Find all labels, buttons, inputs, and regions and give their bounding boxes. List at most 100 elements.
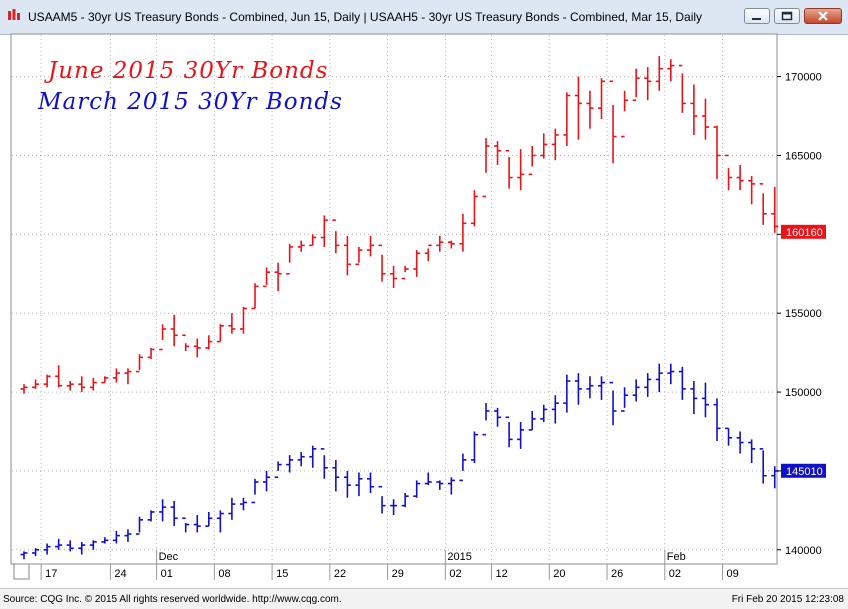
ohlc-bar-march: [355, 472, 363, 497]
ohlc-bar-june: [112, 368, 120, 383]
ohlc-bar-march: [297, 452, 305, 467]
ohlc-bar-june: [470, 190, 478, 227]
last-value-badge-june: 160160: [781, 224, 826, 239]
ohlc-bar-june: [101, 376, 109, 384]
ohlc-bar-june: [540, 133, 548, 159]
ohlc-bar-march: [101, 537, 109, 544]
date-axis-day-label: 02: [449, 568, 461, 580]
date-axis-day-label: 17: [45, 568, 57, 580]
ohlc-bar-june: [205, 335, 213, 350]
ohlc-bar-june: [136, 354, 143, 373]
date-axis-month-label: Dec: [159, 551, 179, 563]
ohlc-bar-march: [239, 497, 247, 511]
ohlc-bar-march: [632, 379, 640, 402]
ohlc-bar-march: [378, 485, 386, 514]
date-axis-month-label: 2015: [447, 551, 471, 563]
ohlc-bar-june: [436, 235, 444, 252]
date-axis-day-label: 02: [669, 568, 681, 580]
ohlc-bar-june: [193, 338, 201, 358]
ohlc-bar-march: [78, 541, 86, 555]
ohlc-bar-march: [494, 407, 502, 427]
ohlc-bar-june: [332, 219, 340, 254]
close-button[interactable]: [804, 8, 842, 24]
ohlc-bar-march: [205, 511, 213, 527]
ohlc-bar-march: [725, 427, 733, 446]
price-axis-label: 155000: [785, 308, 822, 320]
date-axis-day-label: 15: [276, 568, 288, 580]
ohlc-bar-june: [124, 368, 132, 385]
ohlc-bar-june: [447, 240, 455, 249]
ohlc-bar-march: [586, 376, 594, 399]
price-chart[interactable]: 1400001450001500001550001600001650001700…: [0, 0, 848, 588]
ohlc-bar-june: [632, 68, 640, 102]
ohlc-bar-march: [413, 480, 421, 498]
ohlc-bar-march: [55, 538, 63, 550]
ohlc-bar-march: [20, 551, 28, 560]
ohlc-bar-march: [216, 510, 224, 533]
ohlc-bar-march: [748, 439, 756, 464]
ohlc-bar-june: [390, 265, 398, 288]
ohlc-bar-march: [332, 459, 340, 492]
ohlc-bar-june: [482, 138, 490, 198]
chart-grid: [12, 35, 777, 564]
maximize-icon: [781, 11, 793, 21]
status-footer: Source: CQG Inc. © 2015 All rights reser…: [0, 588, 848, 609]
ohlc-bar-march: [644, 373, 652, 397]
ohlc-bar-june: [239, 306, 247, 334]
ohlc-bar-june: [274, 262, 282, 292]
ohlc-bar-march: [678, 366, 686, 400]
date-axis-day-label: 01: [161, 568, 173, 580]
ohlc-bar-march: [309, 445, 317, 468]
ohlc-bar-june: [43, 374, 51, 388]
ohlc-bar-june: [170, 314, 178, 347]
ohlc-bar-march: [89, 540, 97, 550]
ohlc-bar-march: [32, 548, 40, 557]
ohlc-bar-june: [89, 377, 97, 391]
ohlc-bar-june: [655, 56, 663, 91]
ohlc-bar-march: [263, 470, 271, 492]
ohlc-bar-june: [320, 215, 328, 247]
annotation-march-2015: March 2015 30Yr Bonds: [38, 89, 343, 115]
ohlc-bar-june: [736, 164, 744, 191]
minimize-icon: [752, 18, 761, 20]
last-value-badge-bg: [781, 463, 826, 478]
ohlc-bar-june: [309, 234, 317, 247]
ohlc-bar-march: [436, 480, 444, 490]
ohlc-bar-march: [655, 363, 663, 393]
ohlc-bar-june: [644, 67, 652, 101]
ohlc-bar-march: [390, 499, 398, 516]
plot-area: [10, 33, 778, 565]
timestamp-text: Fri Feb 20 2015 12:23:08: [731, 594, 844, 605]
ohlc-bar-march: [43, 543, 51, 555]
ohlc-bar-march: [713, 398, 721, 441]
ohlc-bar-june: [563, 92, 571, 146]
ohlc-bar-march: [447, 477, 455, 495]
ohlc-bar-march: [459, 453, 467, 482]
ohlc-bar-june: [505, 149, 513, 189]
minimize-button[interactable]: [744, 8, 770, 24]
cqg-chart-icon: [8, 9, 20, 20]
date-axis-day-label: 20: [553, 568, 565, 580]
ohlc-bar-june: [228, 313, 236, 334]
last-value-badge-text: 145010: [786, 466, 823, 478]
source-text: Source: CQG Inc. © 2015 All rights reser…: [3, 594, 342, 605]
ohlc-bar-june: [66, 381, 74, 391]
ohlc-bar-june: [574, 76, 582, 140]
ohlc-bar-june: [701, 98, 709, 140]
ohlc-bar-june: [598, 78, 605, 120]
ohlc-bar-march: [251, 478, 259, 504]
date-axis-day-label: 09: [727, 568, 739, 580]
ohlc-bar-march: [286, 455, 294, 473]
ohlc-bar-march: [66, 540, 74, 552]
ohlc-bar-march: [367, 472, 374, 494]
ohlc-bar-march: [147, 510, 155, 522]
ohlc-bar-march: [470, 431, 478, 464]
maximize-button[interactable]: [774, 8, 800, 24]
ohlc-bar-june: [216, 324, 224, 343]
ohlc-bar-june: [424, 244, 432, 262]
ohlc-bar-march: [228, 497, 236, 520]
date-axis-day-label: 12: [496, 568, 508, 580]
ohlc-bar-june: [297, 240, 305, 252]
ohlc-bar-march: [401, 493, 409, 508]
ohlc-bar-june: [667, 59, 675, 82]
